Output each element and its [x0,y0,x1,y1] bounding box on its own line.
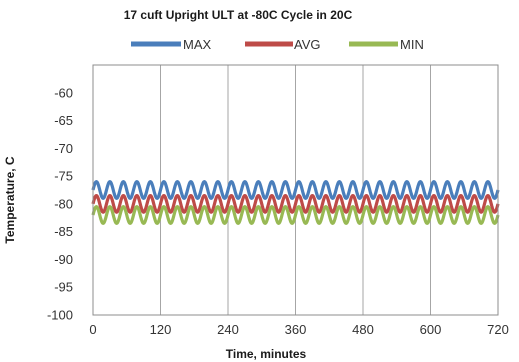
y-tick-label: -65 [54,113,73,128]
x-tick-label: 600 [420,322,442,337]
y-tick-label: -70 [54,141,73,156]
x-tick-label: 480 [352,322,374,337]
legend-label-max: MAX [183,37,212,52]
y-tick-label: -80 [54,196,73,211]
y-tick-label: -75 [54,169,73,184]
x-tick-label: 720 [487,322,509,337]
legend: MAX AVG MIN [131,37,424,52]
y-axis-title: Temperature, C [3,156,17,243]
legend-label-min: MIN [400,37,424,52]
x-tick-label: 360 [285,322,307,337]
x-tick-label: 240 [217,322,239,337]
chart-title: 17 cuft Upright ULT at -80C Cycle in 20C [124,8,353,22]
x-axis-title: Time, minutes [226,347,307,361]
y-tick-label: -90 [54,252,73,267]
series-line-avg [91,193,500,214]
y-tick-label: -100 [47,308,73,323]
y-tick-label: -85 [54,224,73,239]
y-tick-labels: -60 -65 -70 -75 -80 -85 -90 -95 -100 [47,85,73,322]
plot-frame [92,64,499,316]
y-tick-label: -95 [54,280,73,295]
legend-label-avg: AVG [294,37,321,52]
x-tick-labels: 0 120 240 360 480 600 720 [89,322,508,337]
series-line-min [91,205,500,225]
x-tick-label: 120 [150,322,172,337]
x-tick-label: 0 [89,322,96,337]
series-line-max [91,180,500,200]
series [91,180,500,225]
y-tick-label: -60 [54,85,73,100]
